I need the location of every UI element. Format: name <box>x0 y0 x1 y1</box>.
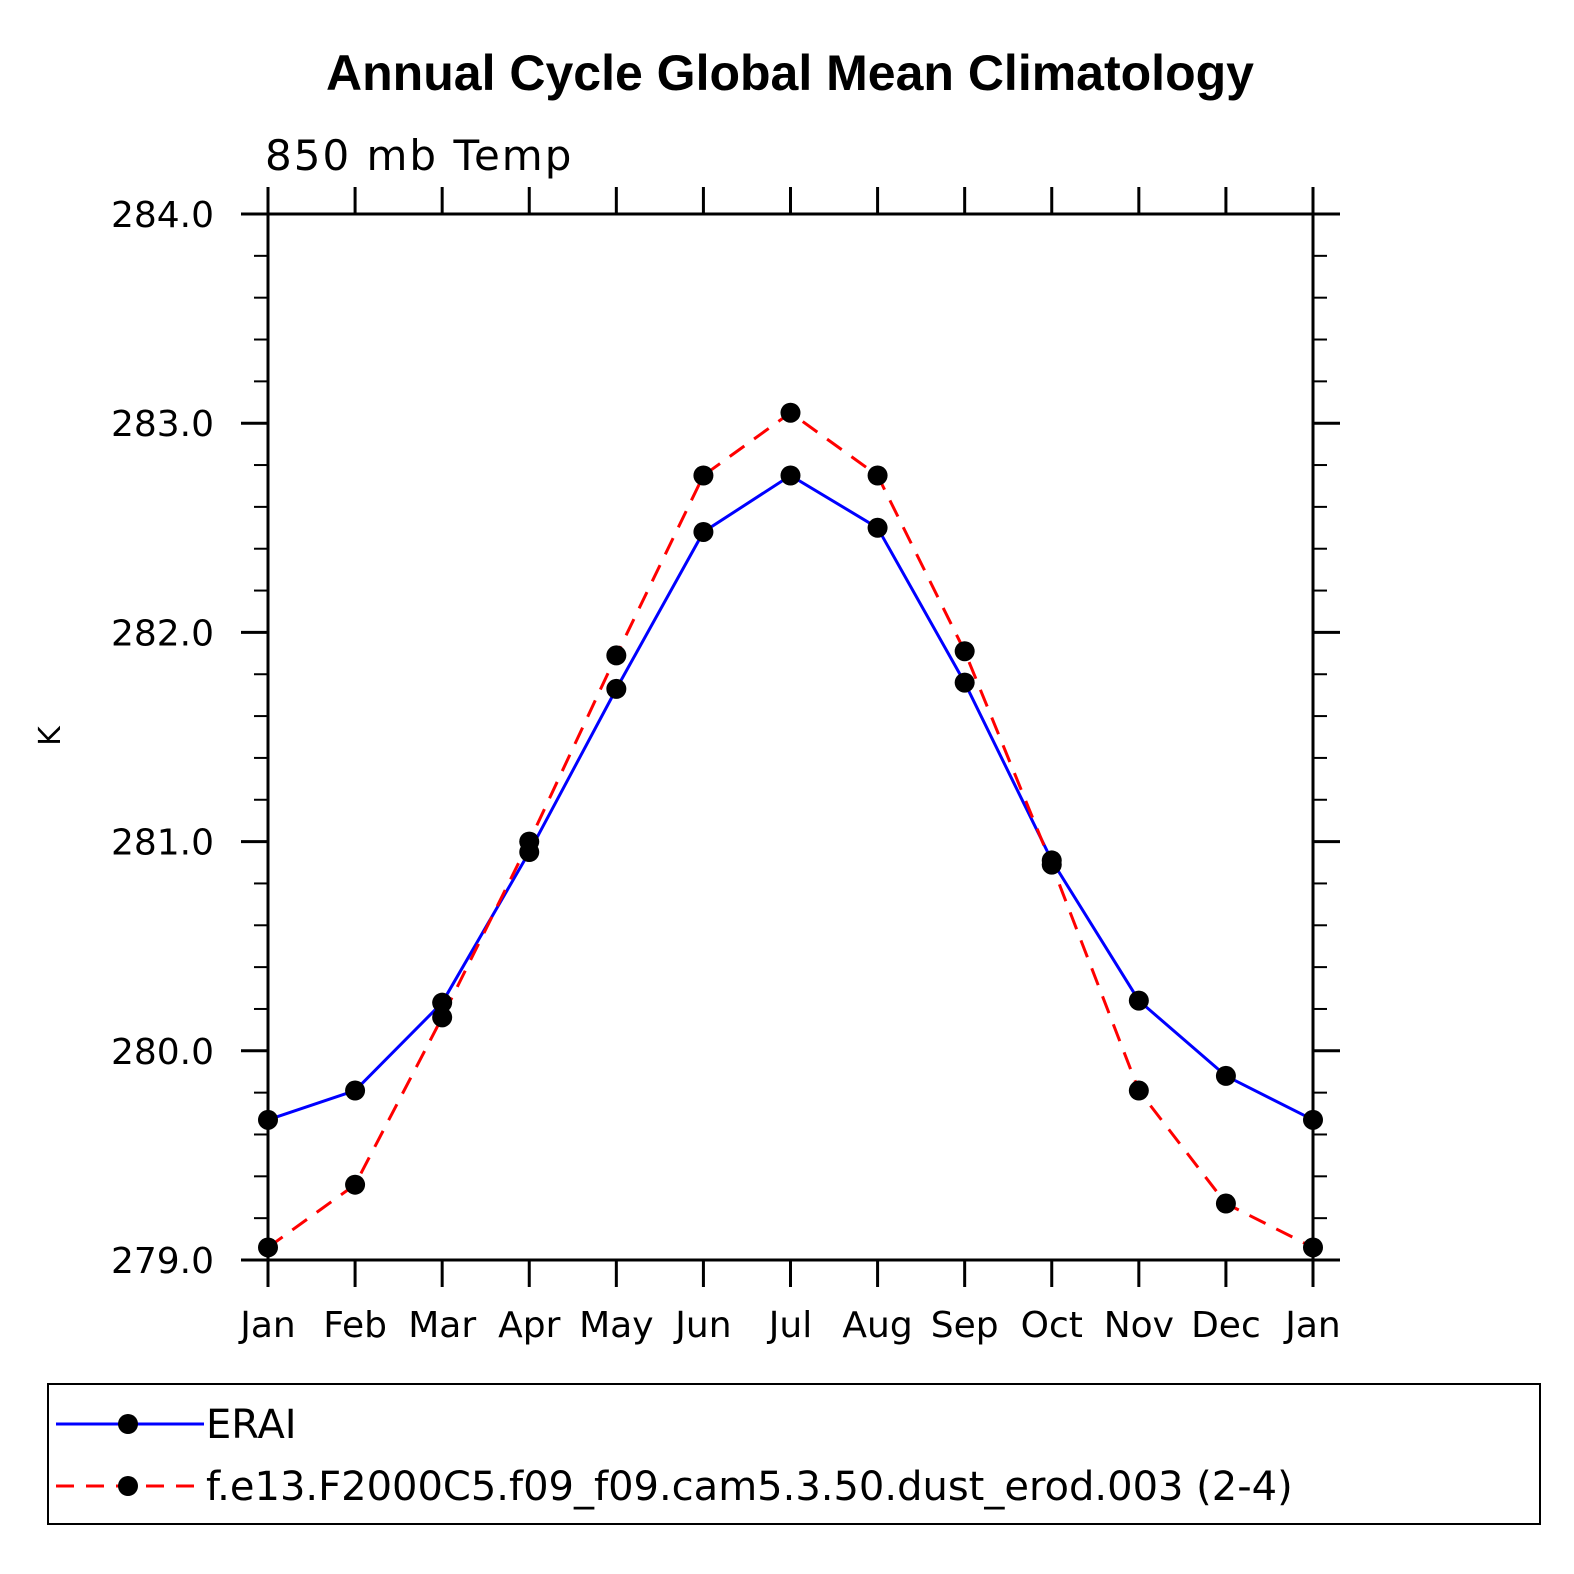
x-tick-label: Nov <box>1104 1305 1174 1346</box>
x-tick-labels: Jan Feb Mar Apr May Jun Jul Aug Sep Oct Nov Dec Jan <box>238 1305 1341 1346</box>
chart-subtitle: 850 mb Temp <box>265 131 573 180</box>
y-tick-label: 284.0 <box>111 195 214 236</box>
legend-marker-erai <box>118 1414 138 1434</box>
data-point-s1 <box>954 641 975 662</box>
data-point-s0 <box>345 1080 366 1101</box>
chart-title: Annual Cycle Global Mean Climatology <box>326 45 1254 101</box>
y-tick-label: 282.0 <box>111 613 214 654</box>
x-tick-label: Dec <box>1191 1305 1261 1346</box>
data-point-s0 <box>1128 990 1149 1011</box>
x-tick-label: Jan <box>238 1305 296 1346</box>
data-point-s1 <box>432 1007 453 1028</box>
x-tick-label: Jan <box>1283 1305 1341 1346</box>
data-point-s1 <box>606 645 627 666</box>
legend-marker-model <box>118 1476 138 1496</box>
x-tick-label: Jul <box>767 1305 812 1346</box>
data-point-s0 <box>1303 1109 1323 1130</box>
legend-label-erai: ERAI <box>206 1402 297 1448</box>
series-line-1 <box>267 410 1314 1249</box>
data-point-s0 <box>693 521 714 542</box>
data-point-s1 <box>1303 1237 1323 1258</box>
data-point-s1 <box>1041 854 1062 875</box>
data-point-s1 <box>780 402 801 423</box>
y-tick-label: 279.0 <box>111 1241 214 1282</box>
data-point-s1 <box>1215 1193 1236 1214</box>
legend-label-model: f.e13.F2000C5.f09_f09.cam5.3.50.dust_ero… <box>206 1464 1293 1510</box>
data-point-s1 <box>345 1174 366 1195</box>
data-point-s1 <box>519 831 540 852</box>
data-point-s1 <box>867 465 888 486</box>
series-lines <box>267 410 1314 1249</box>
data-point-s0 <box>867 517 888 538</box>
data-point-s0 <box>954 672 975 693</box>
y-tick-labels: 279.0 280.0 281.0 282.0 283.0 284.0 <box>111 195 214 1282</box>
x-tick-label: Sep <box>931 1305 999 1346</box>
y-axis-label: K <box>33 725 68 746</box>
data-point-s0 <box>606 678 627 699</box>
y-tick-label: 283.0 <box>111 404 214 445</box>
x-tick-label: May <box>579 1305 653 1346</box>
data-point-s0 <box>1215 1065 1236 1086</box>
data-point-s0 <box>780 465 801 486</box>
x-tick-label: Mar <box>408 1305 476 1346</box>
x-tick-label: Oct <box>1021 1305 1083 1346</box>
data-point-s1 <box>258 1237 278 1258</box>
legend: ERAI f.e13.F2000C5.f09_f09.cam5.3.50.dus… <box>47 1383 1541 1525</box>
x-tick-label: Apr <box>498 1305 560 1346</box>
x-tick-label: Jun <box>673 1305 731 1346</box>
legend-box <box>47 1383 1541 1525</box>
series-points <box>258 402 1323 1258</box>
series-line-0 <box>267 473 1314 1122</box>
data-point-s1 <box>1128 1080 1149 1101</box>
data-point-s1 <box>693 465 714 486</box>
axis-ticks <box>241 187 1340 1287</box>
data-point-s0 <box>258 1109 278 1130</box>
x-tick-label: Feb <box>323 1305 387 1346</box>
data-point-s0 <box>432 992 453 1013</box>
y-tick-label: 281.0 <box>111 823 214 864</box>
x-tick-label: Aug <box>842 1305 912 1346</box>
y-tick-label: 280.0 <box>111 1032 214 1073</box>
plot-frame <box>266 212 1315 1262</box>
